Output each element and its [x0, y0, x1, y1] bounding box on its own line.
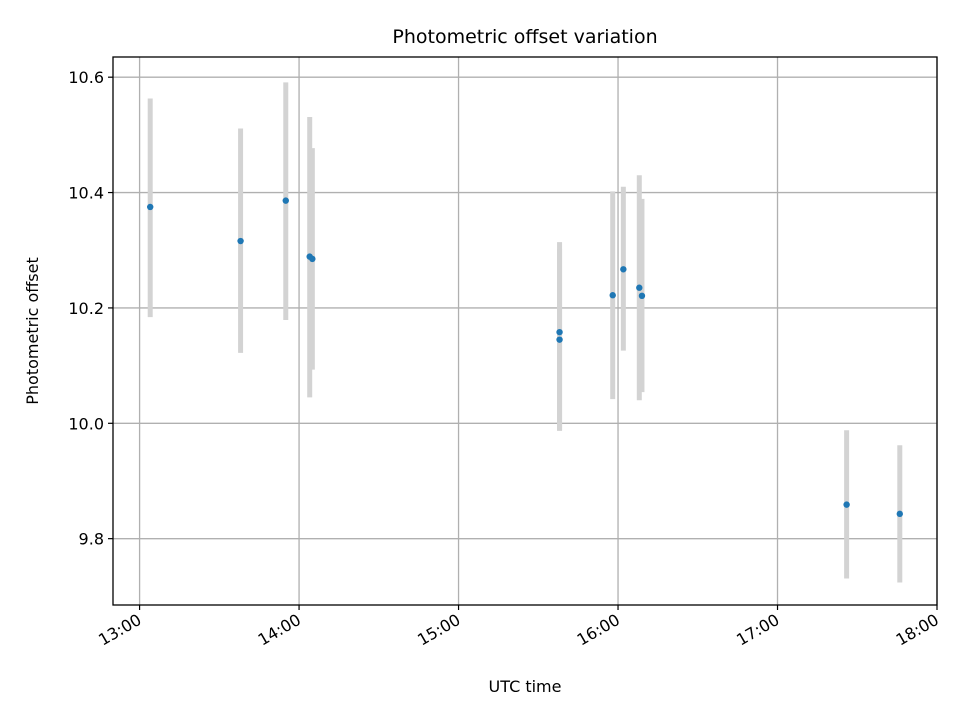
data-point: [237, 237, 244, 245]
data-point: [609, 292, 616, 299]
data-point: [620, 266, 627, 273]
data-point: [309, 255, 316, 263]
plot-frame: [112, 56, 938, 606]
y-tick-label: 10.4: [68, 184, 104, 203]
y-axis-ticks: 9.8 10.0 10.2 10.4 10.6: [68, 68, 113, 549]
data-point: [636, 284, 643, 291]
data-point: [843, 501, 850, 508]
data-point: [556, 336, 563, 343]
data-point: [896, 510, 903, 518]
chart-title: Photometric offset variation: [392, 26, 657, 48]
y-tick-label: 9.8: [79, 530, 104, 549]
point-layer: [147, 197, 903, 518]
y-tick-label: 10.6: [68, 68, 104, 87]
y-tick-label: 10.0: [68, 414, 104, 433]
data-point: [147, 203, 154, 211]
y-axis-label: Photometric offset: [23, 257, 42, 405]
x-axis-label: UTC time: [489, 677, 562, 696]
y-tick-label: 10.2: [68, 299, 104, 318]
data-point: [638, 292, 646, 300]
data-point: [282, 197, 289, 204]
data-point: [556, 328, 563, 336]
